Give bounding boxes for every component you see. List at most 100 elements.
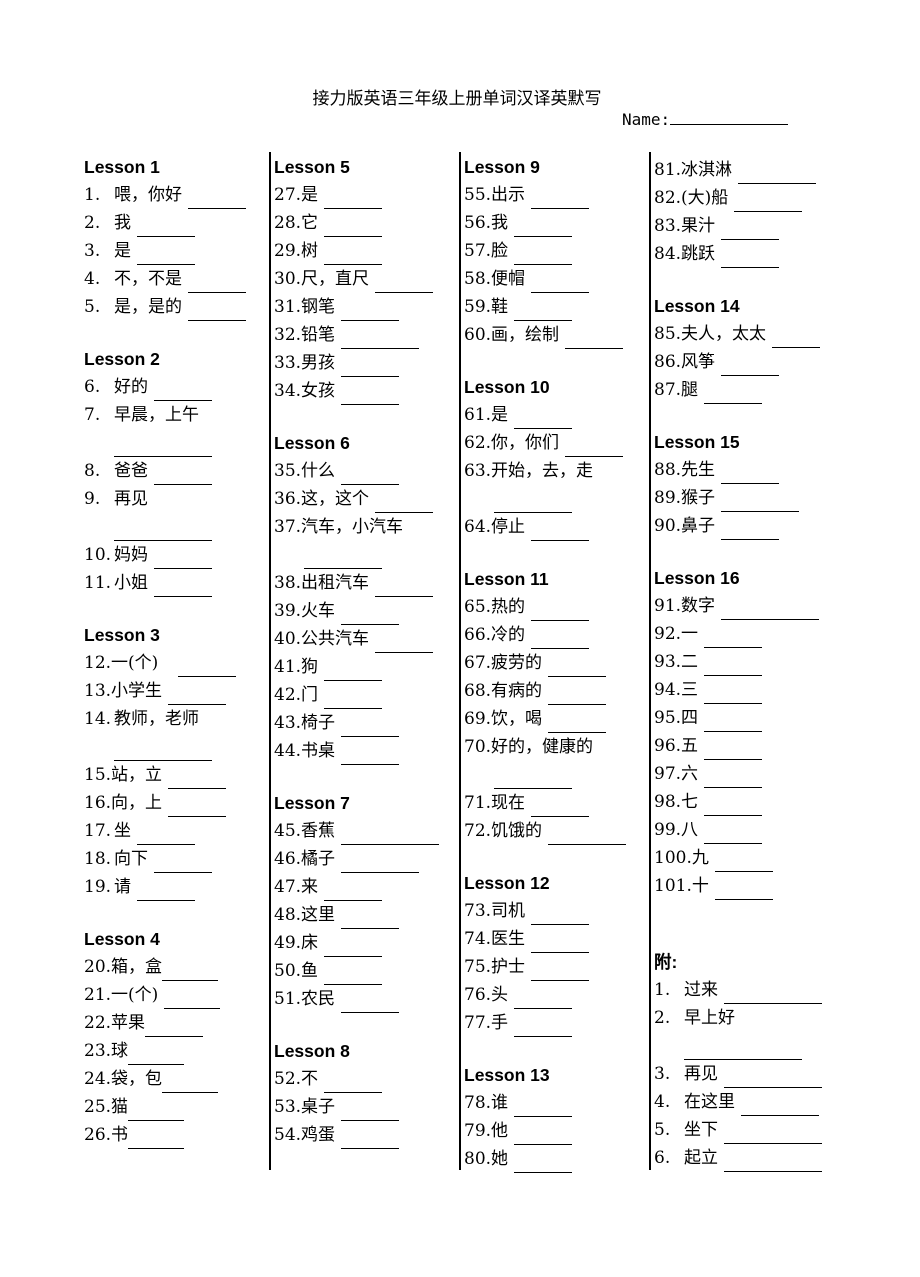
answer-blank[interactable] [162,1072,219,1093]
answer-blank[interactable] [178,656,237,677]
answer-blank[interactable] [168,768,227,789]
answer-blank[interactable] [548,712,607,733]
answer-blank[interactable] [137,880,195,901]
answer-blank[interactable] [137,216,195,237]
answer-blank[interactable] [114,520,212,541]
answer-blank[interactable] [531,960,590,981]
answer-blank[interactable] [704,683,763,704]
answer-blank[interactable] [128,1100,185,1121]
answer-blank[interactable] [137,244,195,265]
answer-blank[interactable] [714,879,773,900]
answer-blank[interactable] [341,300,400,321]
answer-blank[interactable] [565,328,624,349]
answer-blank[interactable] [494,492,572,513]
answer-blank[interactable] [137,824,195,845]
answer-blank[interactable] [154,464,212,485]
answer-blank[interactable] [341,744,400,765]
answer-blank[interactable] [714,851,773,872]
answer-blank[interactable] [514,1016,573,1037]
answer-blank[interactable] [531,520,590,541]
answer-blank[interactable] [324,964,383,985]
answer-blank[interactable] [704,823,763,844]
answer-blank[interactable] [514,988,573,1009]
answer-blank[interactable] [724,1067,822,1088]
answer-blank[interactable] [514,408,573,429]
answer-blank[interactable] [154,852,212,873]
answer-blank[interactable] [304,548,382,569]
answer-blank[interactable] [341,716,400,737]
answer-blank[interactable] [704,767,763,788]
answer-blank[interactable] [704,627,763,648]
answer-blank[interactable] [704,739,763,760]
answer-blank[interactable] [188,188,246,209]
answer-blank[interactable] [531,904,590,925]
answer-blank[interactable] [114,740,212,761]
answer-blank[interactable] [738,163,817,184]
answer-blank[interactable] [531,600,590,621]
answer-blank[interactable] [341,384,400,405]
answer-blank[interactable] [324,216,383,237]
answer-blank[interactable] [341,908,400,929]
answer-blank[interactable] [514,300,573,321]
answer-blank[interactable] [324,244,383,265]
answer-blank[interactable] [514,244,573,265]
answer-blank[interactable] [341,328,420,349]
name-field[interactable]: Name: [622,110,789,129]
answer-blank[interactable] [531,932,590,953]
answer-blank[interactable] [324,880,383,901]
answer-blank[interactable] [548,656,607,677]
answer-blank[interactable] [188,272,246,293]
answer-blank[interactable] [375,492,434,513]
answer-blank[interactable] [341,852,420,873]
answer-blank[interactable] [341,1128,400,1149]
answer-blank[interactable] [341,824,440,845]
answer-blank[interactable] [772,327,821,348]
answer-blank[interactable] [154,548,212,569]
answer-blank[interactable] [375,272,434,293]
answer-blank[interactable] [164,988,221,1009]
answer-blank[interactable] [704,655,763,676]
answer-blank[interactable] [162,960,219,981]
answer-blank[interactable] [704,383,763,404]
answer-blank[interactable] [684,1039,802,1060]
name-blank[interactable] [670,110,789,125]
answer-blank[interactable] [324,188,383,209]
answer-blank[interactable] [375,632,434,653]
answer-blank[interactable] [724,1123,822,1144]
answer-blank[interactable] [741,1095,819,1116]
answer-blank[interactable] [514,1152,573,1173]
answer-blank[interactable] [128,1128,185,1149]
answer-blank[interactable] [168,796,227,817]
answer-blank[interactable] [721,355,780,376]
answer-blank[interactable] [375,576,434,597]
answer-blank[interactable] [341,992,400,1013]
answer-blank[interactable] [531,628,590,649]
answer-blank[interactable] [565,436,624,457]
answer-blank[interactable] [721,519,780,540]
answer-blank[interactable] [341,356,400,377]
answer-blank[interactable] [724,983,822,1004]
answer-blank[interactable] [531,796,590,817]
answer-blank[interactable] [324,660,383,681]
answer-blank[interactable] [721,599,820,620]
answer-blank[interactable] [721,219,780,240]
answer-blank[interactable] [548,684,607,705]
answer-blank[interactable] [704,711,763,732]
answer-blank[interactable] [721,463,780,484]
answer-blank[interactable] [531,188,590,209]
answer-blank[interactable] [531,272,590,293]
answer-blank[interactable] [514,1096,573,1117]
answer-blank[interactable] [168,684,227,705]
answer-blank[interactable] [494,768,572,789]
answer-blank[interactable] [154,380,212,401]
answer-blank[interactable] [324,1072,383,1093]
answer-blank[interactable] [341,464,400,485]
answer-blank[interactable] [704,795,763,816]
answer-blank[interactable] [145,1016,204,1037]
answer-blank[interactable] [514,216,573,237]
answer-blank[interactable] [724,1151,822,1172]
answer-blank[interactable] [734,191,803,212]
answer-blank[interactable] [548,824,627,845]
answer-blank[interactable] [341,604,400,625]
answer-blank[interactable] [721,491,800,512]
